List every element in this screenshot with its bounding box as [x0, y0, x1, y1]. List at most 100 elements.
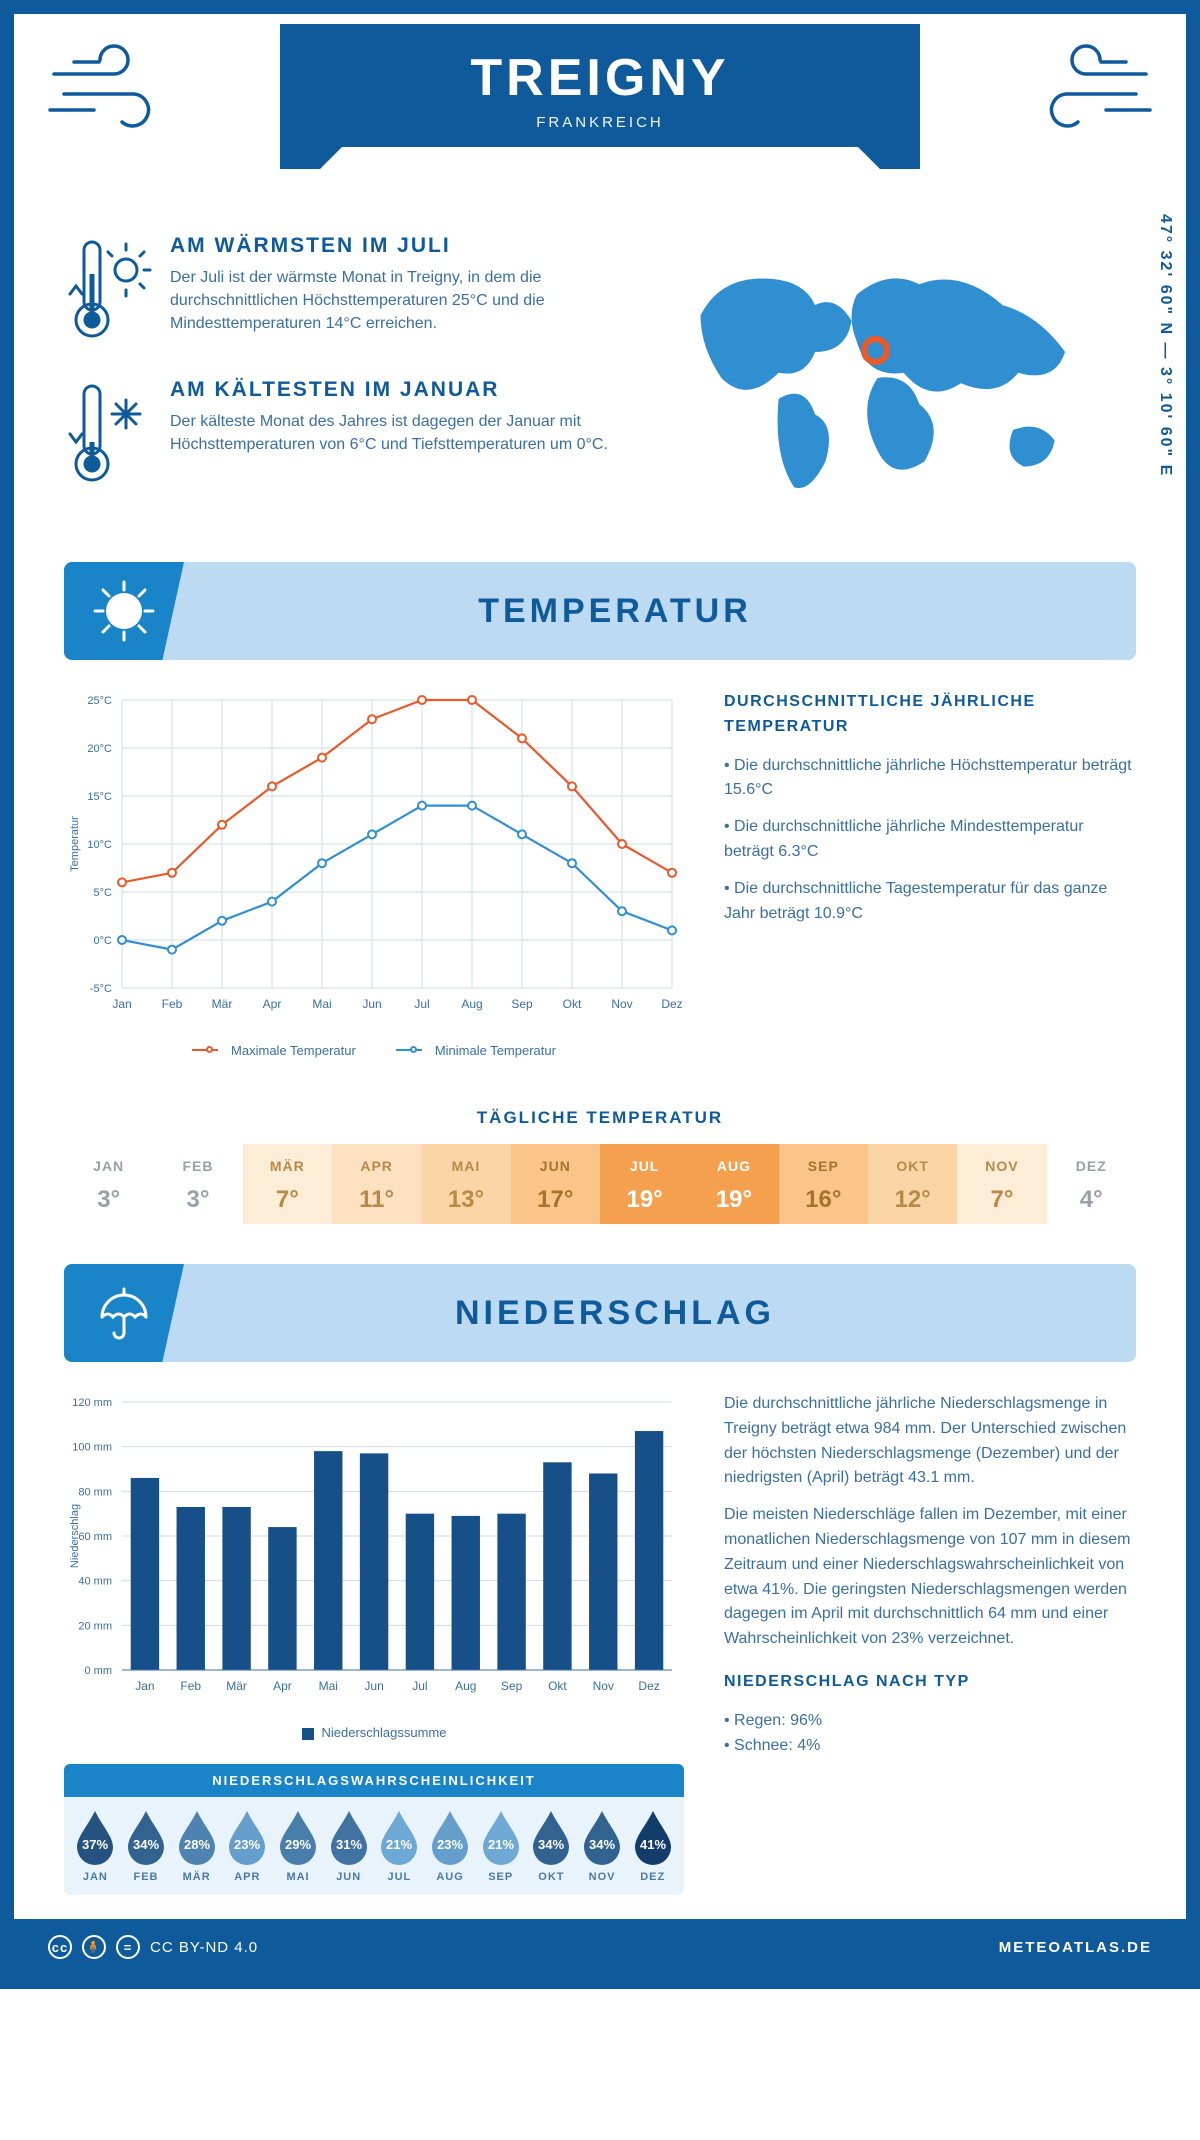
daily-temp-cell: APR11° [332, 1144, 421, 1224]
avg-temp-b3: • Die durchschnittliche Tagestemperatur … [724, 877, 1136, 927]
svg-text:34%: 34% [133, 1837, 159, 1852]
daily-temp-cell: MAI13° [421, 1144, 510, 1224]
svg-text:5°C: 5°C [94, 887, 113, 899]
svg-text:Feb: Feb [162, 997, 183, 1011]
legend-precip-label: Niederschlagssumme [322, 1725, 447, 1740]
by-icon: 🧍 [82, 1935, 106, 1959]
daily-temp-cell: OKT12° [868, 1144, 957, 1224]
svg-text:Okt: Okt [563, 997, 582, 1011]
warmest-title: AM WÄRMSTEN IM JULI [170, 234, 610, 258]
title-ribbon: TREIGNY FRANKREICH [280, 24, 920, 147]
warmest-text: Der Juli ist der wärmste Monat in Treign… [170, 266, 610, 336]
probability-cell: 34%OKT [526, 1809, 577, 1883]
umbrella-icon [94, 1283, 154, 1343]
svg-text:0°C: 0°C [94, 935, 113, 947]
footer: cc 🧍 = CC BY-ND 4.0 METEOATLAS.DE [14, 1919, 1186, 1975]
probability-cell: 23%APR [222, 1809, 273, 1883]
svg-text:25°C: 25°C [87, 695, 112, 707]
precipitation-section-bar: NIEDERSCHLAG [64, 1264, 1136, 1362]
probability-cell: 34%NOV [577, 1809, 628, 1883]
legend-max-label: Maximale Temperatur [231, 1043, 356, 1058]
svg-text:Apr: Apr [263, 997, 282, 1011]
svg-text:20 mm: 20 mm [78, 1620, 112, 1632]
precip-type-title: NIEDERSCHLAG NACH TYP [724, 1670, 1136, 1695]
temperature-section-bar: TEMPERATUR [64, 562, 1136, 660]
svg-text:0 mm: 0 mm [85, 1665, 113, 1677]
header: TREIGNY FRANKREICH [14, 14, 1186, 194]
svg-text:-5°C: -5°C [90, 983, 112, 995]
daily-temp-cell: JUN17° [511, 1144, 600, 1224]
probability-cell: 34%FEB [121, 1809, 172, 1883]
svg-text:Jul: Jul [414, 997, 429, 1011]
country-subtitle: FRANKREICH [280, 114, 920, 131]
svg-text:34%: 34% [538, 1837, 564, 1852]
svg-text:120 mm: 120 mm [72, 1397, 112, 1409]
svg-text:37%: 37% [82, 1837, 108, 1852]
world-map [678, 253, 1098, 503]
temperature-line-chart: -5°C0°C5°C10°C15°C20°C25°CJanFebMärAprMa… [64, 690, 684, 1030]
wind-icon [44, 44, 184, 134]
precipitation-legend: Niederschlagssumme [64, 1725, 684, 1740]
svg-text:80 mm: 80 mm [78, 1486, 112, 1498]
avg-temp-b1: • Die durchschnittliche jährliche Höchst… [724, 754, 1136, 804]
svg-text:23%: 23% [437, 1837, 463, 1852]
daily-temp-cell: MÄR7° [243, 1144, 332, 1224]
site-name: METEOATLAS.DE [999, 1939, 1152, 1956]
svg-text:31%: 31% [336, 1837, 362, 1852]
precipitation-body: 0 mm 20 mm 40 mm 60 mm 80 mm 100 mm 120 mm Nied… [14, 1392, 1186, 1919]
svg-text:34%: 34% [589, 1837, 615, 1852]
precip-p1: Die durchschnittliche jährliche Niedersc… [724, 1392, 1136, 1491]
thermometer-sun-icon [64, 234, 152, 344]
precip-type-b1: • Regen: 96% [724, 1709, 1136, 1734]
license-text: CC BY-ND 4.0 [150, 1939, 258, 1956]
svg-text:20°C: 20°C [87, 743, 112, 755]
temperature-body: -5°C0°C5°C10°C15°C20°C25°CJanFebMärAprMa… [14, 690, 1186, 1082]
svg-text:Sep: Sep [501, 1679, 523, 1693]
probability-cell: 28%MÄR [171, 1809, 222, 1883]
svg-text:40 mm: 40 mm [78, 1576, 112, 1588]
coldest-text: Der kälteste Monat des Jahres ist dagege… [170, 410, 610, 456]
svg-text:Feb: Feb [180, 1679, 201, 1693]
svg-text:60 mm: 60 mm [78, 1531, 112, 1543]
svg-text:Sep: Sep [511, 997, 533, 1011]
svg-text:21%: 21% [386, 1837, 412, 1852]
thermometer-snow-icon [64, 378, 152, 488]
precipitation-title: NIEDERSCHLAG [184, 1294, 1136, 1333]
svg-text:Jan: Jan [135, 1679, 154, 1693]
license-block: cc 🧍 = CC BY-ND 4.0 [48, 1935, 258, 1959]
sun-icon [93, 580, 155, 642]
probability-cell: 37%JAN [70, 1809, 121, 1883]
avg-temp-title: DURCHSCHNITTLICHE JÄHRLICHE TEMPERATUR [724, 690, 1136, 740]
probability-cell: 29%MAI [273, 1809, 324, 1883]
svg-text:Nov: Nov [611, 997, 632, 1011]
probability-cell: 23%AUG [425, 1809, 476, 1883]
svg-text:Dez: Dez [661, 997, 682, 1011]
svg-text:Mai: Mai [312, 997, 331, 1011]
city-title: TREIGNY [280, 48, 920, 108]
precipitation-bar-chart: 0 mm20 mm40 mm60 mm80 mm100 mm120 mmNied… [64, 1392, 684, 1712]
svg-text:Dez: Dez [638, 1679, 659, 1693]
svg-text:Aug: Aug [461, 997, 482, 1011]
svg-text:29%: 29% [285, 1837, 311, 1852]
coldest-block: AM KÄLTESTEN IM JANUAR Der kälteste Mona… [64, 378, 610, 488]
svg-text:Mär: Mär [226, 1679, 247, 1693]
daily-temp-cell: DEZ4° [1047, 1144, 1136, 1224]
svg-text:Jun: Jun [364, 1679, 383, 1693]
svg-text:Mär: Mär [212, 997, 233, 1011]
probability-cell: 21%SEP [475, 1809, 526, 1883]
svg-text:100 mm: 100 mm [72, 1442, 112, 1454]
daily-temp-title: TÄGLICHE TEMPERATUR [14, 1108, 1186, 1128]
daily-temp-cell: JAN3° [64, 1144, 153, 1224]
temperature-legend: Maximale Temperatur Minimale Temperatur [64, 1043, 684, 1058]
daily-temp-cell: JUL19° [600, 1144, 689, 1224]
svg-text:10°C: 10°C [87, 839, 112, 851]
svg-text:Aug: Aug [455, 1679, 476, 1693]
probability-cell: 41%DEZ [627, 1809, 678, 1883]
svg-text:Nov: Nov [593, 1679, 614, 1693]
svg-text:41%: 41% [640, 1837, 666, 1852]
intro-section: 47° 32' 60" N — 3° 10' 60" E AM WÄRMST [14, 194, 1186, 552]
svg-text:Temperatur: Temperatur [69, 816, 81, 872]
avg-temp-b2: • Die durchschnittliche jährliche Mindes… [724, 815, 1136, 865]
svg-text:15°C: 15°C [87, 791, 112, 803]
svg-text:21%: 21% [488, 1837, 514, 1852]
